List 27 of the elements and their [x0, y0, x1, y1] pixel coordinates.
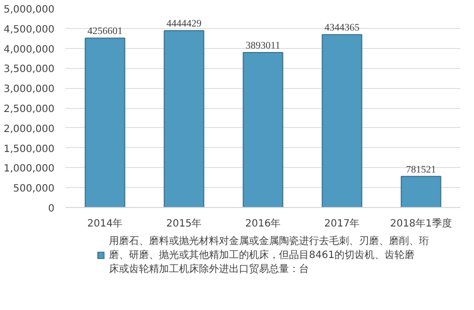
y-tick-label: 1,000,000 — [4, 164, 55, 175]
bar — [84, 38, 126, 208]
y-tick-label: 500,000 — [13, 184, 55, 195]
y-tick-label: 1,500,000 — [4, 144, 55, 155]
x-tick-label: 2016年 — [245, 218, 281, 230]
bar — [322, 34, 362, 208]
y-tick-label: 2,000,000 — [4, 124, 55, 135]
x-tick-label: 2017年 — [324, 218, 360, 230]
data-label: 781521 — [406, 164, 436, 176]
legend-label: 用磨石、磨料或抛光材料对金属或金属陶瓷进行去毛刺、刃磨、磨削、珩磨、研磨、抛光或其他精加工的机床，但品目8461的切齿机、齿轮磨床或齿轮精加工机床除外进出口贸易总量：台 — [109, 234, 429, 276]
y-tick-label: 4,000,000 — [4, 44, 55, 56]
x-tick-label: 2018年1季度 — [390, 218, 452, 230]
y-tick-label: 0 — [48, 204, 55, 214]
data-label: 4444429 — [166, 18, 202, 30]
y-tick-label: 2,500,000 — [4, 104, 55, 115]
bar — [242, 52, 284, 208]
y-tick-label: 5,000,000 — [4, 4, 55, 16]
y-tick-label: 3,500,000 — [4, 64, 55, 76]
data-label: 4256601 — [88, 26, 122, 38]
bar — [400, 176, 442, 208]
data-label: 4344365 — [324, 22, 360, 34]
x-tick-label: 2015年 — [166, 218, 202, 230]
bar — [164, 30, 204, 208]
y-tick-label: 3,000,000 — [4, 84, 55, 96]
data-label: 3893011 — [246, 40, 280, 52]
x-tick-label: 2014年 — [87, 218, 123, 230]
y-tick-label: 4,500,000 — [4, 24, 55, 36]
